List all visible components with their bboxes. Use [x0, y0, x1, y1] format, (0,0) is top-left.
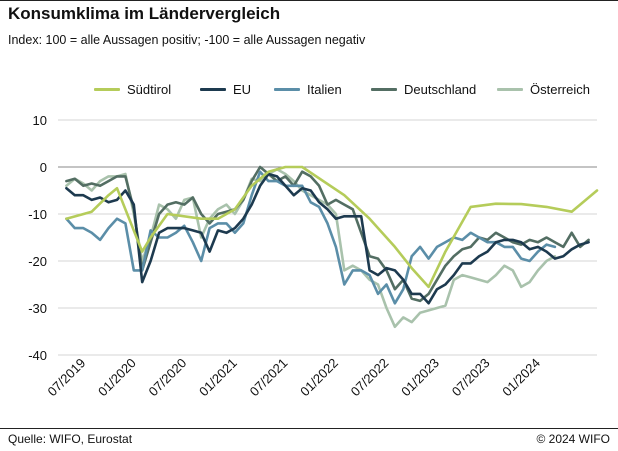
y-tick-label: 0: [40, 160, 47, 175]
chart-title: Konsumklima im Ländervergleich: [8, 4, 281, 23]
bottom-rule: [0, 428, 618, 429]
legend-swatch-italien: [274, 87, 300, 91]
legend-swatch-deutschland: [371, 87, 397, 91]
x-tick-label: 07/2019: [44, 355, 88, 399]
y-tick-label: -40: [28, 348, 47, 363]
source-note: Quelle: WIFO, Eurostat: [8, 432, 133, 446]
x-tick-label: 01/2021: [196, 355, 240, 399]
top-rule: [0, 0, 618, 1]
legend-label-oesterreich: Österreich: [530, 81, 590, 97]
legend-label-suedtirol: Südtirol: [127, 81, 172, 97]
series-line-suedtirol: [65, 165, 599, 289]
legend-item-italien: Italien: [274, 79, 342, 99]
series-line-deutschland: [65, 165, 590, 303]
y-tick-label: 10: [33, 113, 47, 128]
x-tick-label: 01/2024: [499, 355, 543, 399]
legend-item-suedtirol: Südtirol: [94, 79, 171, 99]
y-tick-label: -20: [28, 254, 47, 269]
x-tick-label: 07/2023: [449, 355, 493, 399]
legend-label-deutschland: Deutschland: [404, 81, 477, 97]
legend: Südtirol EU Italien Deutschland Österrei…: [0, 79, 618, 99]
legend-item-eu: EU: [200, 79, 251, 99]
x-tick-label: 07/2022: [348, 355, 392, 399]
x-tick-label: 01/2020: [95, 355, 139, 399]
copyright-note: © 2024 WIFO: [536, 432, 610, 446]
legend-label-eu: EU: [233, 81, 252, 97]
legend-label-italien: Italien: [307, 81, 342, 97]
legend-swatch-eu: [200, 87, 226, 91]
x-tick-label: 07/2021: [247, 355, 291, 399]
series-line-eu: [65, 172, 590, 305]
x-tick-label: 01/2022: [297, 355, 341, 399]
x-tick-label: 07/2020: [146, 355, 190, 399]
y-tick-label: -30: [28, 301, 47, 316]
y-tick-label: -10: [28, 207, 47, 222]
legend-item-oesterreich: Österreich: [497, 79, 590, 99]
legend-item-deutschland: Deutschland: [371, 79, 476, 99]
x-tick-label: 01/2023: [398, 355, 442, 399]
legend-swatch-oesterreich: [497, 87, 523, 91]
chart-subtitle: Index: 100 = alle Aussagen positiv; -100…: [8, 33, 366, 47]
legend-swatch-suedtirol: [94, 87, 120, 91]
